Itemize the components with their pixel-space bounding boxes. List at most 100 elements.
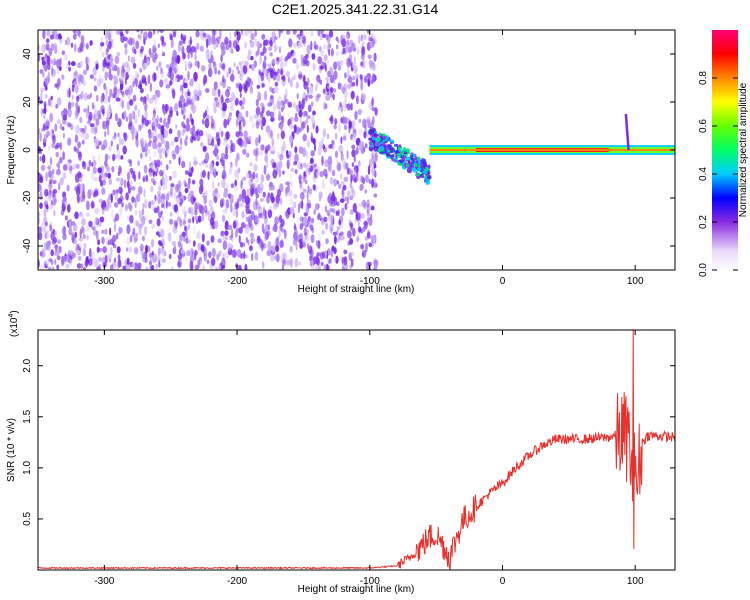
spectrogram-noise-cell xyxy=(159,152,163,160)
spectrogram-noise-cell xyxy=(360,175,364,183)
spectrogram-noise-cell xyxy=(336,229,339,236)
spectrogram-noise-cell xyxy=(114,55,120,64)
spectrogram-noise-cell xyxy=(184,225,187,232)
spectrogram-noise-cell xyxy=(328,30,334,38)
spectrogram-noise-cell xyxy=(74,134,79,143)
spectrogram-noise-cell xyxy=(105,30,108,40)
spectrogram-noise-cell xyxy=(219,199,224,208)
spectrogram-noise-cell xyxy=(333,124,337,130)
spectrogram-noise-cell xyxy=(338,123,341,133)
spectrogram-noise-cell xyxy=(73,146,77,152)
spectrogram-noise-cell xyxy=(366,30,370,34)
spectrogram-noise-cell xyxy=(374,52,377,62)
spectrogram-noise-cell xyxy=(238,61,242,67)
spectrogram-noise-cell xyxy=(100,105,105,113)
spectrogram-noise-cell xyxy=(66,253,71,263)
spectrogram-noise-cell xyxy=(242,65,248,74)
spectrogram-noise-cell xyxy=(126,64,131,74)
spectrogram-noise-cell xyxy=(49,59,54,64)
spectrogram-noise-cell xyxy=(173,244,176,254)
spectrogram-noise-cell xyxy=(264,154,269,163)
spectrogram-noise-cell xyxy=(154,52,158,60)
y-tick-label: -40 xyxy=(22,238,33,253)
spectrogram-noise-cell xyxy=(177,254,183,260)
spectrogram-noise-cell xyxy=(138,210,143,215)
spectrogram-noise-cell xyxy=(315,125,319,134)
spectrogram-noise-cell xyxy=(150,177,156,183)
spectrogram-noise-cell xyxy=(144,102,148,112)
spectrogram-noise-cell xyxy=(210,211,216,221)
spectrogram-noise-cell xyxy=(164,103,169,112)
spectrogram-noise-cell xyxy=(286,30,291,35)
spectrogram-noise-cell xyxy=(268,46,273,52)
spectrogram-noise-cell xyxy=(305,205,309,213)
spectrogram-noise-cell xyxy=(62,132,65,139)
spectrogram-noise-cell xyxy=(157,43,160,48)
spectrogram-noise-cell xyxy=(44,130,47,140)
spectrogram-noise-cell xyxy=(148,219,153,224)
spectrogram-noise-cell xyxy=(102,59,107,68)
spectrogram-noise-cell xyxy=(344,72,347,79)
spectrogram-noise-cell xyxy=(169,175,172,181)
spectrogram-noise-cell xyxy=(235,209,239,219)
spectrogram-noise-cell xyxy=(44,93,48,99)
spectrogram-noise-cell xyxy=(268,230,271,236)
spectrogram-noise-cell xyxy=(63,108,68,117)
spectrogram-noise-cell xyxy=(84,125,87,132)
spectrogram-noise-cell xyxy=(129,99,133,105)
spectrogram-noise-cell xyxy=(137,108,141,118)
spectrogram-noise-cell xyxy=(182,206,186,215)
spectrogram-noise-cell xyxy=(170,60,176,69)
spectrogram-noise-cell xyxy=(292,57,297,64)
spectrogram-noise-cell xyxy=(49,156,53,166)
spectrogram-noise-cell xyxy=(153,207,159,214)
spectrogram-noise-cell xyxy=(215,101,220,108)
spectrogram-noise-cell xyxy=(82,133,86,141)
spectrogram-noise-cell xyxy=(95,117,100,127)
spectrogram-noise-cell xyxy=(278,168,282,178)
spectrogram-noise-cell xyxy=(38,95,41,102)
spectrogram-noise-cell xyxy=(363,34,367,40)
spectrogram-noise-cell xyxy=(142,74,146,80)
spectrogram-noise-cell xyxy=(321,261,324,267)
spectrogram-noise-cell xyxy=(82,161,87,170)
spectrogram-noise-cell xyxy=(371,178,374,189)
spectrogram-noise-cell xyxy=(50,249,54,257)
spectrogram-noise-cell xyxy=(118,165,122,174)
spectrogram-noise-cell xyxy=(241,59,244,66)
spectrogram-noise-cell xyxy=(352,135,357,142)
spectrogram-noise-cell xyxy=(259,206,263,213)
spectrogram-noise-cell xyxy=(46,191,49,196)
spectrogram-noise-cell xyxy=(141,208,145,216)
spectrogram-noise-cell xyxy=(109,227,112,236)
spectrogram-noise-cell xyxy=(301,121,306,129)
spectrogram-noise-cell xyxy=(265,162,269,168)
spectrogram-transition-cell xyxy=(417,167,422,171)
spectrogram-noise-cell xyxy=(193,240,196,247)
spectrogram-noise-cell xyxy=(271,146,276,152)
colorbar-tick-label: 0.0 xyxy=(698,263,709,277)
spectrogram-noise-cell xyxy=(172,31,177,38)
spectrogram-noise-cell xyxy=(246,216,250,222)
spectrogram-noise-cell xyxy=(157,123,162,130)
spectrogram-noise-cell xyxy=(86,63,89,71)
spectrogram-noise-cell xyxy=(267,192,271,198)
spectrogram-noise-cell xyxy=(140,30,143,35)
spectrogram-noise-cell xyxy=(184,91,188,98)
spectrogram-noise-cell xyxy=(366,116,371,123)
spectrogram-noise-cell xyxy=(87,105,90,114)
spectrogram-noise-cell xyxy=(278,160,283,170)
spectrogram-noise-cell xyxy=(136,193,141,203)
spectrogram-noise-cell xyxy=(294,153,299,163)
spectrogram-noise-cell xyxy=(331,169,336,177)
spectrogram-noise-cell xyxy=(123,179,127,189)
spectrogram-noise-cell xyxy=(121,112,124,120)
spectrogram-noise-cell xyxy=(236,65,239,71)
spectrogram-noise-cell xyxy=(224,37,229,43)
spectrogram-noise-cell xyxy=(325,174,328,180)
spectrogram-noise-cell xyxy=(197,83,201,91)
spectrogram-noise-cell xyxy=(299,241,303,249)
spectrogram-transition-cell xyxy=(382,139,385,143)
spectrogram-noise-cell xyxy=(192,124,196,133)
spectrogram-noise-cell xyxy=(183,114,186,120)
